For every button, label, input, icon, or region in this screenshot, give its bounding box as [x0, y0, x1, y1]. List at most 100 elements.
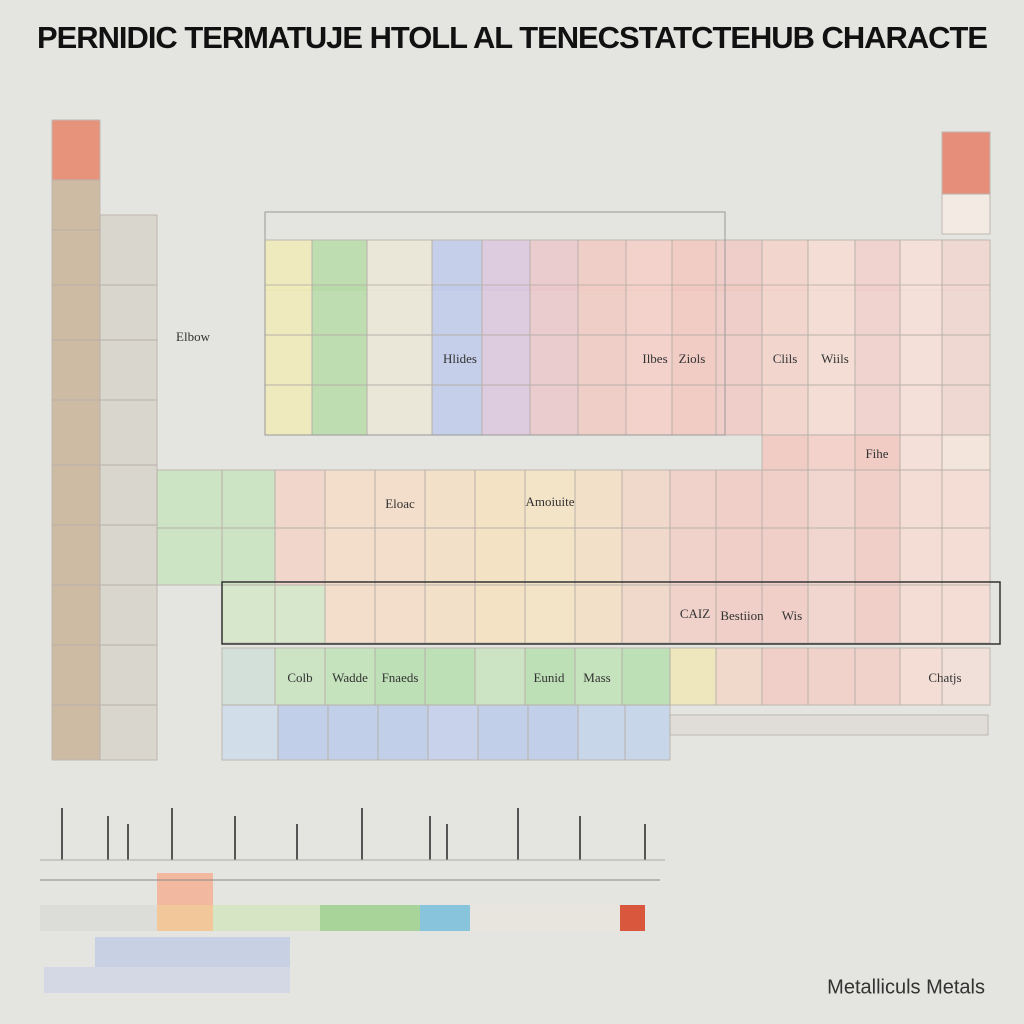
element-cell — [574, 469, 623, 529]
element-cell — [324, 469, 376, 529]
cell-label: Fihe — [865, 446, 888, 461]
element-cell — [715, 469, 763, 529]
element-cell — [431, 239, 483, 291]
element-cell — [807, 469, 856, 529]
element-cell — [761, 334, 809, 386]
element-cell — [277, 704, 329, 761]
element-cell — [807, 334, 856, 386]
element-cell — [715, 527, 763, 586]
element-cell — [715, 334, 763, 386]
element-cell — [715, 239, 763, 291]
element-cell — [807, 384, 856, 436]
element-cell — [99, 704, 158, 761]
element-cell — [51, 119, 101, 181]
element-cell — [374, 527, 426, 586]
element-cell — [481, 334, 531, 386]
element-cell — [99, 284, 158, 341]
element-cell — [51, 704, 101, 761]
element-cell — [761, 284, 809, 336]
element-cell — [51, 644, 101, 706]
element-cell — [807, 284, 856, 336]
element-cell — [474, 527, 526, 586]
element-cell — [854, 527, 901, 586]
element-cell — [324, 527, 376, 586]
element-cell — [311, 284, 368, 336]
element-cell — [424, 527, 476, 586]
element-cell — [51, 524, 101, 586]
element-cell — [941, 527, 991, 586]
element-cell — [899, 284, 943, 336]
element-cell — [899, 239, 943, 291]
cell-label: Amoiuite — [525, 494, 574, 509]
element-cell — [899, 334, 943, 386]
element-cell — [761, 434, 809, 471]
element-cell — [621, 584, 671, 644]
cell-label: Hlides — [443, 351, 477, 366]
cell-label: Ilbes — [642, 351, 667, 366]
element-cell — [477, 704, 529, 761]
element-cell — [51, 584, 101, 646]
element-cell — [807, 647, 856, 706]
element-cell — [99, 584, 158, 646]
element-cell — [427, 704, 479, 761]
element-cell — [941, 193, 991, 235]
element-cell — [264, 384, 313, 436]
element-cell — [577, 239, 627, 291]
cell-label: Chatjs — [928, 670, 961, 685]
element-cell — [899, 527, 943, 586]
element-cell — [715, 584, 763, 644]
element-cell — [621, 469, 671, 529]
element-cell — [899, 469, 943, 529]
cell-label: Wiils — [821, 351, 849, 366]
element-cell — [51, 339, 101, 401]
element-cell — [854, 469, 901, 529]
element-cell — [941, 584, 991, 644]
cell-label: Colb — [287, 670, 312, 685]
element-cell — [366, 239, 433, 291]
element-cell — [51, 464, 101, 526]
element-cell — [474, 584, 526, 644]
element-cell — [807, 434, 856, 471]
element-cell — [524, 584, 576, 644]
cell-label: CAIZ — [680, 606, 710, 621]
element-cell — [374, 469, 426, 529]
element-cell — [854, 239, 901, 291]
element-cell — [807, 239, 856, 291]
element-cell — [99, 339, 158, 401]
element-cell — [625, 284, 673, 336]
element-cell — [99, 399, 158, 466]
element-cell — [424, 647, 476, 706]
element-cell — [431, 284, 483, 336]
element-cell — [854, 334, 901, 386]
cell-label: Wis — [782, 608, 802, 623]
element-cell — [669, 714, 989, 736]
element-cell — [221, 469, 276, 529]
element-cell — [941, 131, 991, 195]
element-cell — [221, 584, 276, 644]
element-cell — [941, 284, 991, 336]
element-cell — [524, 527, 576, 586]
element-cell — [899, 384, 943, 436]
cell-label: Eunid — [533, 670, 565, 685]
element-cell — [481, 239, 531, 291]
element-cell — [761, 647, 809, 706]
element-cell — [474, 647, 526, 706]
title: PERNIDIC TERMATUJE HTOLL AL TENECSTATCTE… — [37, 20, 987, 55]
element-cell — [264, 334, 313, 386]
element-cell — [715, 284, 763, 336]
element-cell — [99, 524, 158, 586]
element-cell — [854, 647, 901, 706]
element-cell — [431, 384, 483, 436]
element-cell — [941, 434, 991, 471]
element-cell — [761, 584, 809, 644]
element-cell — [374, 584, 426, 644]
element-cell — [51, 399, 101, 466]
element-cell — [899, 434, 943, 471]
element-cell — [221, 647, 276, 706]
element-cell — [366, 384, 433, 436]
cell-label: Ziols — [679, 351, 706, 366]
element-cell — [274, 527, 326, 586]
cell-label: Eloac — [385, 496, 415, 511]
element-cell — [529, 239, 579, 291]
element-cell — [424, 469, 476, 529]
